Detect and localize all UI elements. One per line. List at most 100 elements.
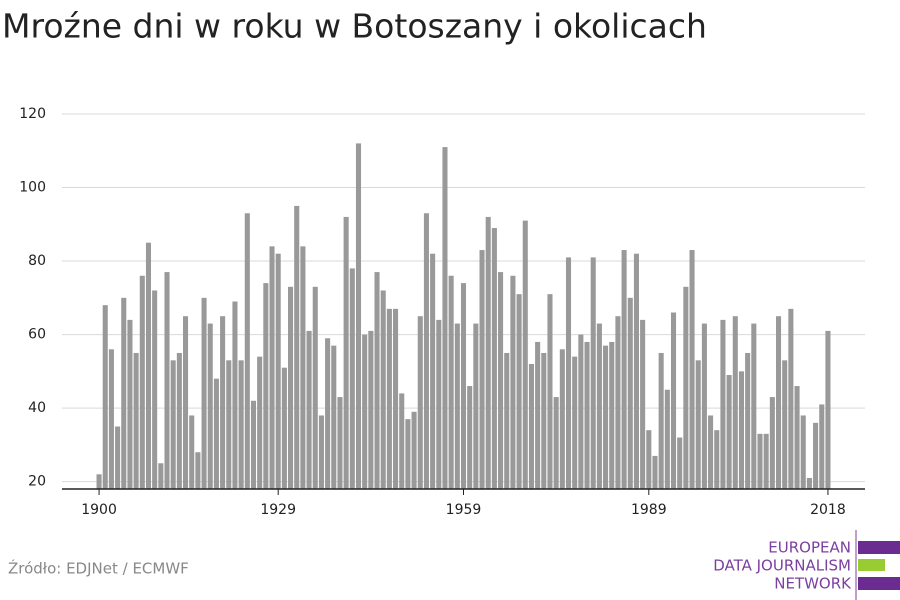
bar (701, 323, 707, 489)
bar (726, 375, 732, 489)
chart-title: Mroźne dni w roku w Botoszany i okolicac… (2, 7, 707, 46)
bar (232, 301, 238, 489)
bar (498, 272, 504, 489)
bar (158, 463, 164, 489)
bar (547, 294, 553, 489)
bar (670, 312, 677, 489)
y-tick-label: 60 (28, 327, 46, 343)
bar (615, 316, 621, 489)
bar (269, 246, 275, 489)
bar (473, 323, 479, 489)
bar (738, 371, 744, 489)
bar (553, 397, 559, 489)
bar (677, 437, 683, 489)
bar (541, 352, 547, 489)
bar (399, 393, 405, 489)
bar (108, 349, 114, 489)
bar (207, 323, 213, 489)
bar (195, 452, 201, 489)
bar (312, 286, 318, 489)
bar (133, 352, 139, 489)
bar (732, 316, 738, 489)
bar (640, 319, 646, 489)
bar (349, 268, 355, 489)
bar (318, 415, 324, 489)
logo-text: DATA JOURNALISM (713, 557, 851, 575)
bar (646, 430, 652, 489)
bar (405, 419, 411, 489)
bar (584, 341, 590, 489)
bar (775, 316, 782, 489)
bar (788, 308, 794, 489)
source-note: Źródło: EDJNet / ECMWF (8, 559, 189, 578)
bar (516, 294, 522, 489)
bar (510, 275, 516, 489)
bar (213, 378, 219, 489)
logo-stripe (858, 559, 885, 571)
bar (708, 415, 714, 489)
bar (627, 297, 633, 489)
bar (201, 297, 207, 489)
bar (337, 397, 343, 489)
bar (220, 316, 226, 489)
logo-stripe (858, 577, 900, 590)
bar (448, 275, 454, 489)
bar (578, 334, 584, 489)
bar (386, 308, 392, 489)
logo-text: NETWORK (774, 575, 852, 593)
logo: EUROPEAN DATA JOURNALISM NETWORK (713, 530, 900, 600)
bar (572, 356, 578, 489)
bar (565, 257, 572, 489)
bar (806, 477, 812, 489)
bar (380, 290, 386, 489)
bar (769, 397, 775, 489)
bar (819, 404, 825, 489)
x-tick-label: 2018 (810, 502, 846, 518)
bar (411, 411, 417, 489)
bar (393, 308, 399, 489)
bar (522, 220, 528, 489)
bar (355, 143, 362, 490)
bar (633, 253, 639, 489)
bar (467, 386, 473, 489)
bar (528, 364, 534, 489)
bar (281, 367, 287, 489)
bar (139, 275, 145, 489)
bar (244, 213, 250, 489)
y-tick-label: 80 (28, 253, 46, 269)
bar (164, 272, 170, 489)
bar (664, 389, 670, 489)
bar (115, 426, 121, 489)
bar (145, 242, 152, 489)
bar (504, 352, 510, 489)
bar (306, 330, 312, 489)
bar (485, 216, 491, 490)
bar (751, 323, 757, 489)
bar (695, 360, 701, 489)
bar (535, 341, 541, 489)
bar (331, 345, 337, 489)
bar (454, 323, 460, 489)
bar (325, 338, 331, 489)
bar (423, 213, 429, 489)
bar (652, 455, 658, 489)
x-tick-label: 1959 (446, 502, 482, 518)
y-tick-label: 20 (28, 474, 46, 490)
bar (152, 290, 158, 489)
bar (559, 349, 565, 489)
bar (183, 316, 189, 489)
x-tick-label: 1900 (81, 502, 117, 518)
bar (362, 334, 368, 489)
logo-stripe (858, 541, 900, 554)
bar (658, 352, 664, 489)
y-tick-label: 100 (19, 180, 46, 196)
bar (621, 250, 627, 489)
bar (294, 205, 300, 490)
bar (714, 430, 720, 489)
bar (603, 345, 609, 489)
bar (275, 253, 281, 489)
x-tick-label: 1929 (260, 502, 296, 518)
bar (102, 305, 108, 489)
y-tick-label: 120 (19, 106, 46, 122)
bar (238, 360, 244, 489)
